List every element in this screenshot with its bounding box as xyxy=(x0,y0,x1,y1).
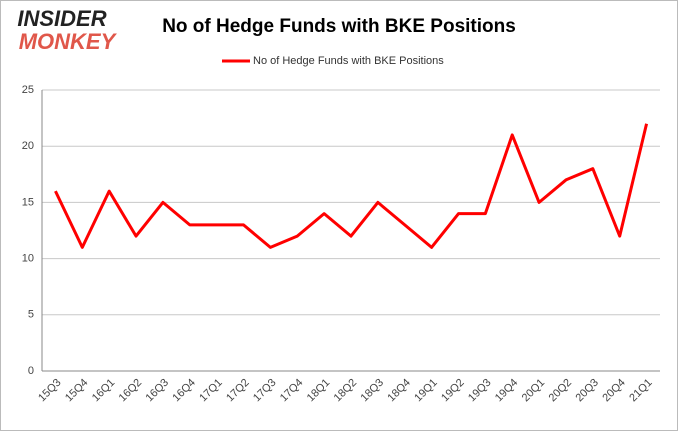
logo-line2: MONKEY xyxy=(19,29,118,54)
y-tick-label: 10 xyxy=(22,253,34,265)
data-line xyxy=(54,123,649,249)
y-tick-label: 20 xyxy=(22,140,34,152)
logo-line1: INSIDER xyxy=(17,6,106,31)
y-tick-label: 0 xyxy=(28,365,34,377)
chart-title: No of Hedge Funds with BKE Positions xyxy=(162,16,516,37)
y-tick-label: 25 xyxy=(22,84,34,96)
y-tick-label: 15 xyxy=(22,196,34,208)
legend-label: No of Hedge Funds with BKE Positions xyxy=(253,55,444,67)
y-tick-label: 5 xyxy=(28,309,34,321)
